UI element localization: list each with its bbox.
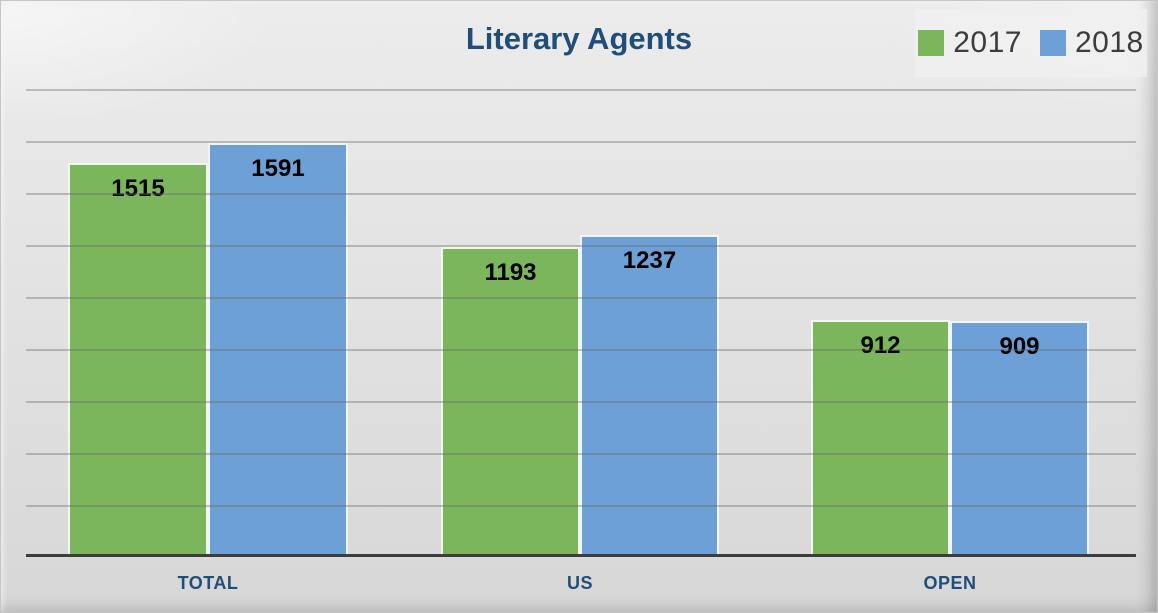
value-label-2018-open: 909 bbox=[999, 333, 1040, 360]
value-label-2017-open: 912 bbox=[860, 332, 901, 359]
legend-swatch-2018 bbox=[1040, 30, 1066, 56]
bar-2018-open: 909 bbox=[950, 321, 1089, 557]
legend-swatch-2017 bbox=[918, 30, 945, 56]
bar-2018-total: 1591 bbox=[208, 143, 348, 557]
category-label-total: TOTAL bbox=[177, 573, 239, 593]
bar-2017-total: 1515 bbox=[68, 163, 208, 557]
gridline bbox=[26, 453, 1136, 455]
legend-label-2017: 2017 bbox=[953, 26, 1022, 59]
category-label-open: OPEN bbox=[923, 573, 977, 593]
gridline bbox=[26, 89, 1136, 91]
bar-2017-open: 912 bbox=[811, 320, 950, 557]
value-label-2018-us: 1237 bbox=[622, 247, 677, 274]
plot-area: 1515 1591 1193 1237 912 909 bbox=[26, 89, 1136, 557]
legend-item-2017: 2017 bbox=[918, 26, 1022, 60]
gridline bbox=[26, 505, 1136, 507]
value-label-2017-total: 1515 bbox=[111, 175, 165, 202]
gridline bbox=[26, 141, 1136, 143]
bar-2018-us: 1237 bbox=[580, 235, 719, 557]
gridline bbox=[26, 193, 1136, 195]
gridline bbox=[26, 297, 1136, 299]
gridline bbox=[26, 349, 1136, 351]
value-label-2017-us: 1193 bbox=[484, 259, 537, 286]
gridline bbox=[26, 401, 1136, 403]
value-label-2018-total: 1591 bbox=[251, 155, 305, 182]
legend-label-2018: 2018 bbox=[1075, 26, 1144, 59]
gridline bbox=[26, 245, 1136, 247]
x-axis-line bbox=[26, 554, 1136, 557]
category-label-us: US bbox=[566, 573, 593, 593]
legend: 2017 2018 bbox=[915, 9, 1147, 77]
bar-2017-us: 1193 bbox=[441, 247, 580, 557]
legend-item-2018: 2018 bbox=[1040, 26, 1144, 60]
